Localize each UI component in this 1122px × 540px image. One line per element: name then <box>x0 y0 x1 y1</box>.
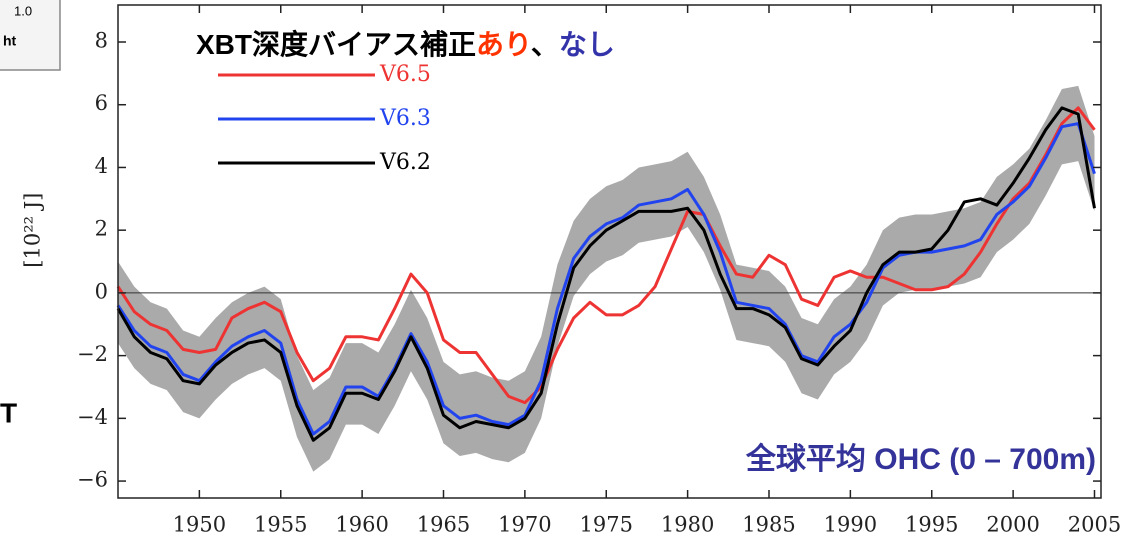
x-tick-label: 1990 <box>824 513 877 537</box>
series-line <box>116 106 1096 405</box>
x-tick-label: 1950 <box>173 513 226 537</box>
title-part: XBT深度バイアス補正 <box>196 29 476 60</box>
x-tick-label: 1985 <box>742 513 795 537</box>
title-part: なし <box>559 29 615 60</box>
chart-title: XBT深度バイアス補正あり、なし <box>196 29 615 60</box>
x-tick-label: 1980 <box>661 513 714 537</box>
x-tick-label: 2005 <box>1068 513 1121 537</box>
x-tick-label: 1965 <box>417 513 470 537</box>
y-tick-label: −4 <box>77 405 108 429</box>
x-tick-label: 1955 <box>254 513 307 537</box>
fragment: 1.0 <box>14 3 32 18</box>
uncertainty-band <box>118 85 1095 472</box>
title-part: あり <box>476 29 531 60</box>
plot-frame <box>117 4 1102 499</box>
y-tick-label: 4 <box>95 154 108 178</box>
y-tick-label: −2 <box>77 342 108 366</box>
x-tick-label: 1970 <box>498 513 551 537</box>
title-part: 、 <box>531 29 559 60</box>
fragment: ht <box>3 33 17 49</box>
y-tick-label: 0 <box>95 279 108 303</box>
series-line <box>116 106 1096 442</box>
series-line <box>116 122 1096 436</box>
x-tick-label: 1960 <box>335 513 388 537</box>
x-tick-label: 1975 <box>580 513 633 537</box>
y-tick-label: 2 <box>95 217 108 241</box>
legend-label: V6.5 <box>379 62 431 87</box>
x-tick-label: 1995 <box>905 513 958 537</box>
y-axis-label: [10²² J] <box>21 193 45 268</box>
y-tick-label: −6 <box>77 468 108 492</box>
legend-label: V6.3 <box>379 106 431 131</box>
y-tick-label: 6 <box>95 91 108 115</box>
y-tick-label: 8 <box>95 29 108 53</box>
fragment: T <box>0 397 17 428</box>
annotation: 全球平均 OHC (0 – 700m) <box>745 442 1096 476</box>
legend-label: V6.2 <box>379 150 431 175</box>
cropped-panel <box>0 0 61 71</box>
x-tick-label: 2000 <box>986 513 1039 537</box>
